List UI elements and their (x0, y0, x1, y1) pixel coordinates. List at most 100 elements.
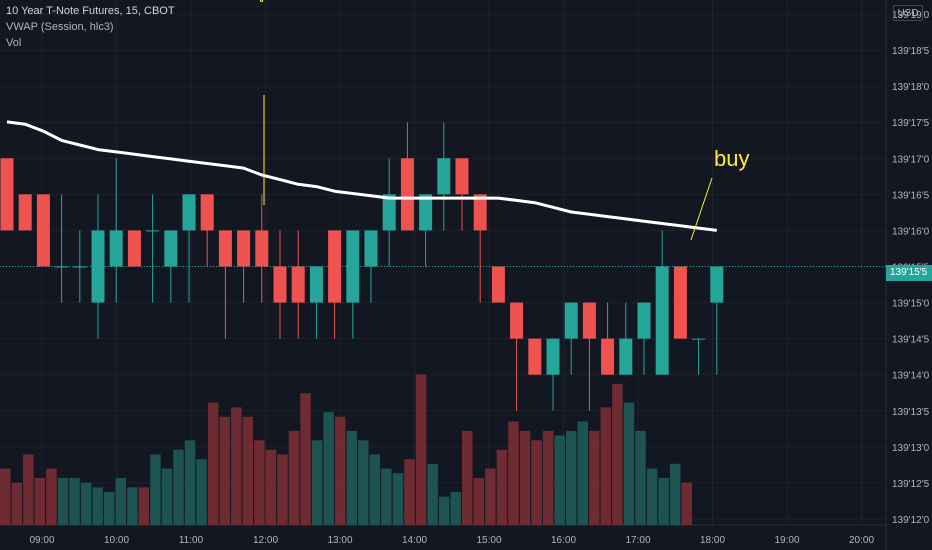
candle-body (528, 338, 542, 375)
volume-bar (531, 440, 542, 525)
volume-bar (207, 402, 219, 525)
volume-bar (103, 492, 115, 525)
volume-bar (219, 416, 230, 525)
price-scale-label: 139'17'5 (892, 118, 930, 129)
price-scale-label: 139'16'0 (892, 226, 930, 237)
volume-bar (404, 459, 415, 525)
candle-body (109, 230, 123, 267)
price-scale-label: 139'13'5 (892, 407, 930, 418)
volume-bar (415, 374, 427, 525)
symbol-title: 10 Year T-Note Futures, 15, CBOT (6, 5, 175, 17)
candle-body (601, 338, 615, 375)
candle-body (200, 194, 214, 231)
annotation-buy-text: buy (714, 146, 749, 171)
volume-bar (242, 416, 254, 525)
price-scale-label: 139'12'5 (892, 479, 930, 490)
volume-bar (23, 454, 34, 525)
currency-button[interactable]: USD (893, 5, 923, 21)
volume-bar (69, 477, 80, 525)
time-scale-label: 14:00 (402, 535, 427, 546)
volume-bar (612, 383, 623, 525)
volume-bar (438, 496, 450, 525)
volume-bar (369, 454, 381, 525)
candle-body (237, 230, 251, 267)
volume-bar (92, 487, 103, 525)
candle-body (0, 158, 14, 231)
volume-bar (311, 440, 323, 525)
price-scale-label: 139'12'0 (892, 515, 930, 526)
candle-body (73, 266, 87, 268)
volume-bar (646, 468, 658, 525)
time-scale-label: 11:00 (179, 535, 204, 546)
candle-body (346, 230, 360, 303)
volume-bar (623, 402, 635, 525)
volume-bar (635, 430, 646, 525)
volume-bar (554, 435, 565, 525)
volume-bar (681, 482, 692, 525)
volume-bar (381, 468, 392, 525)
vwap-indicator-label[interactable]: VWAP (Session, hlc3) (6, 21, 114, 33)
candle-body (419, 194, 433, 231)
candle-body (364, 230, 378, 267)
volume-bar (589, 430, 600, 525)
candle-body (582, 302, 596, 339)
candle-body (146, 230, 160, 232)
volume-bar (450, 492, 461, 525)
price-scale-label: 139'14'0 (892, 371, 930, 382)
volume-bar (600, 407, 612, 525)
candle-body (673, 266, 687, 339)
volume-bar (57, 477, 69, 525)
annotation-callout-line (690, 177, 713, 241)
volume-bar (161, 468, 173, 525)
volume-bar (0, 468, 11, 525)
candle-body (546, 338, 560, 375)
time-scale-label: 20:00 (849, 535, 874, 546)
candle-body (91, 230, 105, 303)
volume-bar (565, 430, 577, 525)
candle-body (273, 266, 287, 303)
volume-bar (508, 421, 519, 525)
candle-body (182, 194, 196, 231)
volume-bar (46, 468, 57, 525)
candle-body (473, 194, 487, 231)
candle-body (619, 338, 633, 375)
time-scale-label: 17:00 (625, 535, 650, 546)
candle-body (309, 266, 323, 303)
time-scale-label: 15:00 (476, 535, 501, 546)
volume-bar (34, 477, 46, 525)
candle-body (655, 266, 669, 375)
last-price-label: 139'15'5 (886, 265, 932, 281)
volume-bar (485, 468, 496, 525)
vwap-line (6, 120, 717, 232)
volume-bar (11, 482, 23, 525)
candle-body (491, 266, 505, 303)
volume-bar (80, 482, 92, 525)
price-scale-label: 139'17'0 (892, 154, 930, 165)
candle-body (400, 158, 414, 231)
volume-bar (519, 430, 531, 525)
volume-bar (184, 440, 196, 525)
candle-body (18, 194, 32, 231)
price-scale-label: 139'14'5 (892, 335, 930, 346)
volume-indicator-label[interactable]: Vol (6, 37, 22, 49)
candle-body (455, 158, 469, 195)
candle-body (510, 302, 524, 339)
volume-bar (138, 487, 150, 525)
time-scale-label: 19:00 (774, 535, 799, 546)
time-scale-label: 18:00 (700, 535, 725, 546)
candle-body (255, 230, 269, 267)
candle-body (291, 266, 305, 303)
candle-body (55, 266, 69, 268)
volume-bar (577, 421, 588, 525)
candle-body (564, 302, 578, 339)
volume-bar (231, 407, 242, 525)
volume-bar (196, 459, 207, 525)
candle-body (710, 266, 724, 303)
price-scale-label: 139'13'0 (892, 443, 930, 454)
candle-body (382, 194, 396, 231)
price-scale-label: 139'19'0 (892, 10, 930, 21)
time-scale-label: 10:00 (104, 535, 129, 546)
volume-bar (115, 477, 126, 525)
volume-bar (392, 473, 404, 525)
